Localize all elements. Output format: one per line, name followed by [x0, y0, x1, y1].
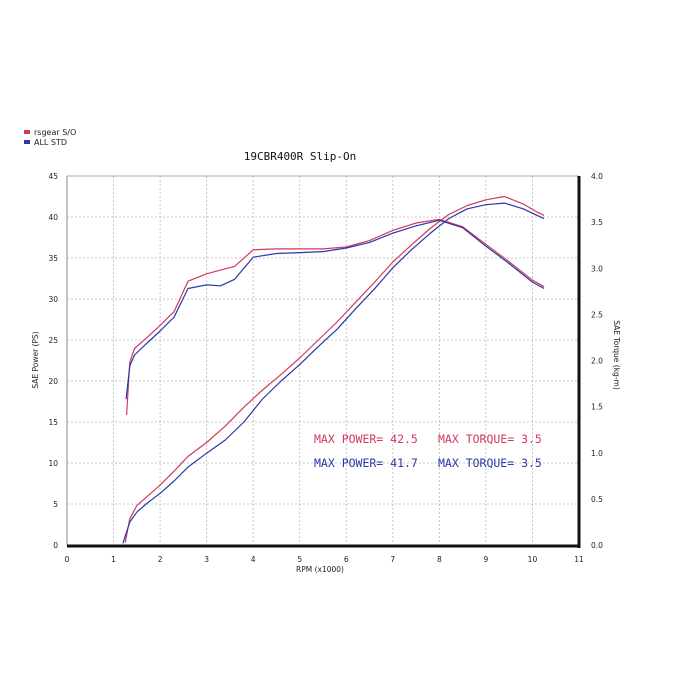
- y-axis-title: SAE Power (PS): [31, 331, 40, 388]
- legend-label-std: ALL STD: [34, 138, 67, 147]
- x-axis-title: RPM (x1000): [296, 565, 344, 574]
- y2-tick-label: 4.0: [591, 172, 603, 181]
- x-tick-label: 5: [297, 555, 302, 564]
- y-tick-label: 0: [53, 541, 58, 550]
- x-tick-label: 0: [65, 555, 70, 564]
- y-tick-label: 25: [48, 336, 58, 345]
- y2-axis-title: SAE Torque (kg-m): [612, 320, 621, 390]
- x-tick-label: 1: [111, 555, 116, 564]
- legend-swatch-std: [24, 140, 30, 144]
- rsgear-max-torque-label: MAX TORQUE= 3.5: [438, 432, 542, 446]
- std-max-power-label: MAX POWER= 41.7: [314, 456, 418, 470]
- y-tick-label: 45: [48, 172, 58, 181]
- y2-tick-label: 0.0: [591, 541, 603, 550]
- y-tick-label: 20: [48, 377, 58, 386]
- x-tick-label: 7: [390, 555, 395, 564]
- x-tick-label: 6: [344, 555, 349, 564]
- legend: rsgear S/O ALL STD: [24, 128, 76, 147]
- series-lines: [122, 195, 545, 544]
- x-tick-label: 4: [251, 555, 256, 564]
- y-tick-label: 5: [53, 500, 58, 509]
- y-tick-label: 10: [48, 459, 58, 468]
- legend-swatch-rsgear: [24, 130, 30, 134]
- y-tick-label: 35: [48, 254, 58, 263]
- x-tick-label: 10: [528, 555, 538, 564]
- rsgear-max-power-label: MAX POWER= 42.5: [314, 432, 418, 446]
- max-annotations: MAX POWER= 42.5 MAX TORQUE= 3.5 MAX POWE…: [314, 432, 542, 470]
- x-tick-label: 8: [437, 555, 442, 564]
- y-tick-label: 40: [48, 213, 58, 222]
- y-tick-label: 30: [48, 295, 58, 304]
- axes: 0 1 2 3 4 5 6 7 8 9 10 110510152025303540450.00.51.…: [48, 172, 603, 564]
- std-max-torque-label: MAX TORQUE= 3.5: [438, 456, 542, 470]
- x-tick-label: 9: [484, 555, 489, 564]
- y2-tick-label: 3.5: [591, 218, 603, 227]
- grid: [67, 175, 579, 545]
- series-line-rsgear-torque: [126, 218, 545, 415]
- legend-label-rsgear: rsgear S/O: [34, 128, 76, 137]
- y2-tick-label: 2.5: [591, 310, 603, 319]
- x-tick-label: 2: [158, 555, 163, 564]
- y-tick-label: 15: [48, 418, 58, 427]
- y2-tick-label: 1.0: [591, 449, 603, 458]
- series-line-std-power: [122, 202, 545, 544]
- y2-tick-label: 2.0: [591, 357, 603, 366]
- y2-tick-label: 1.5: [591, 403, 603, 412]
- x-tick-label: 11: [574, 555, 584, 564]
- y2-tick-label: 0.5: [591, 495, 603, 504]
- series-line-std-torque: [125, 219, 545, 400]
- x-tick-label: 3: [204, 555, 209, 564]
- y2-tick-label: 3.0: [591, 264, 603, 273]
- series-line-rsgear-power: [124, 195, 545, 543]
- chart-title: 19CBR400R Slip-On: [244, 150, 357, 163]
